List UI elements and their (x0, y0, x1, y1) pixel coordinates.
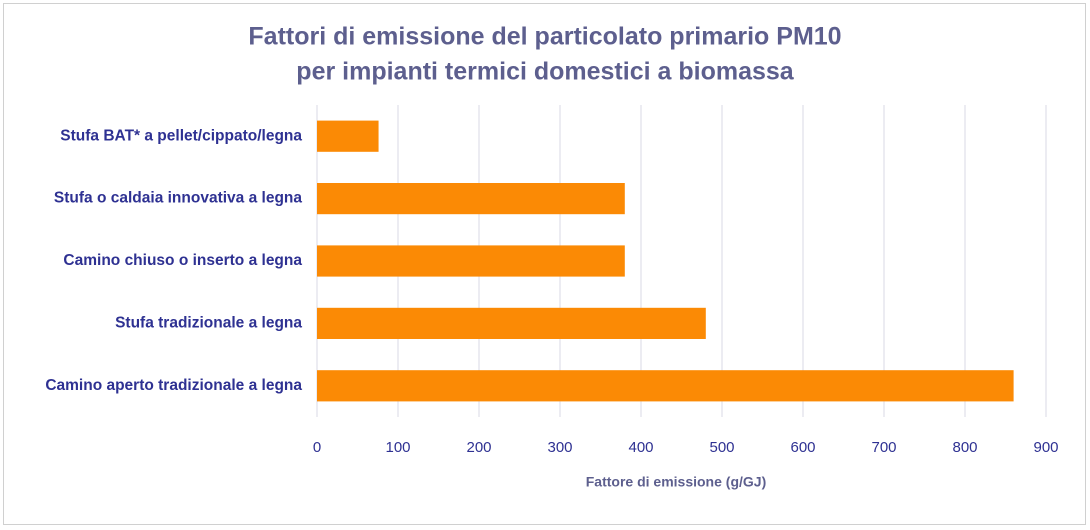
bar (317, 183, 625, 215)
x-tick-label: 900 (1033, 439, 1058, 456)
y-tick-label: Stufa tradizionale a legna (115, 314, 302, 331)
x-tick-label: 600 (790, 439, 815, 456)
chart-title: Fattori di emissione del particolato pri… (248, 23, 841, 51)
x-tick-label: 700 (871, 439, 896, 456)
y-tick-label: Camino aperto tradizionale a legna (45, 377, 302, 394)
x-tick-label: 200 (466, 439, 491, 456)
x-tick-label: 800 (952, 439, 977, 456)
chart-title: per impianti termici domestici a biomass… (296, 58, 794, 86)
bar (317, 307, 706, 339)
x-tick-label: 100 (385, 439, 410, 456)
x-tick-label: 400 (628, 439, 653, 456)
bar (317, 370, 1014, 402)
x-tick-label: 300 (547, 439, 572, 456)
y-tick-label: Stufa BAT* a pellet/cippato/legna (60, 127, 302, 144)
bar (317, 245, 625, 277)
x-axis-label: Fattore di emissione (g/GJ) (586, 474, 766, 490)
x-tick-label: 500 (709, 439, 734, 456)
y-tick-label: Stufa o caldaia innovativa a legna (54, 190, 302, 207)
y-tick-label: Camino chiuso o inserto a legna (63, 252, 302, 269)
x-tick-label: 0 (313, 439, 321, 456)
bar (317, 120, 379, 152)
